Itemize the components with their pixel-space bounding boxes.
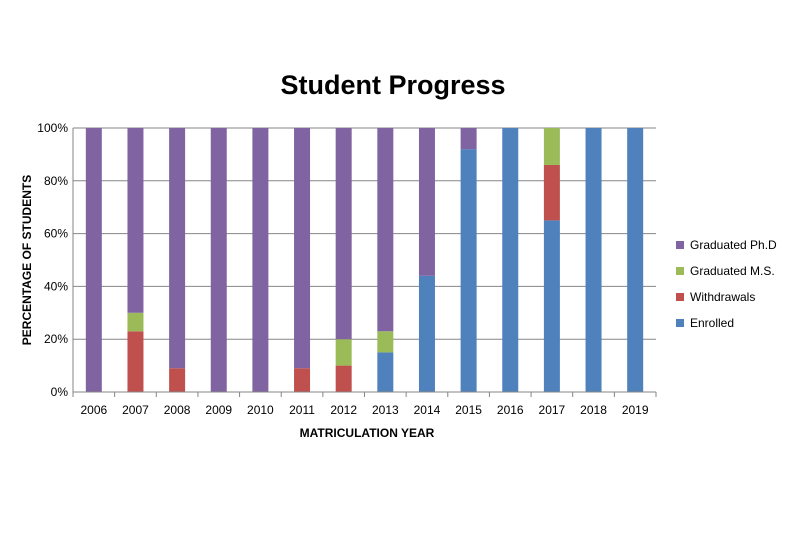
bar-2012-graduated-m-s- xyxy=(335,339,352,366)
x-tick-label: 2006 xyxy=(80,403,107,417)
bar-2006-graduated-ph-d xyxy=(85,128,102,392)
bar-2017-enrolled xyxy=(543,220,560,392)
bar-2013-graduated-m-s- xyxy=(377,331,394,353)
bar-2011-graduated-ph-d xyxy=(294,128,311,369)
y-tick-label: 60% xyxy=(44,227,68,241)
bar-2007-graduated-m-s- xyxy=(127,312,144,332)
x-tick-label: 2008 xyxy=(164,403,191,417)
x-tick-label: 2010 xyxy=(247,403,274,417)
x-tick-labels: 2006 2007 2008 2009 2010 2011 2012 2013 2014 2015… xyxy=(80,403,648,417)
y-tick-label: 40% xyxy=(44,279,68,293)
bar-2014-graduated-ph-d xyxy=(418,128,435,276)
x-tick-label: 2013 xyxy=(372,403,399,417)
bar-2012-withdrawals xyxy=(335,365,352,392)
x-axis-label: MATRICULATION YEAR xyxy=(300,426,435,440)
y-tick-label: 0% xyxy=(51,385,69,399)
legend-swatch xyxy=(676,293,684,301)
x-tick-label: 2017 xyxy=(539,403,566,417)
legend-swatch xyxy=(676,241,684,249)
chart-title: Student Progress xyxy=(280,70,506,100)
bar-2008-withdrawals xyxy=(169,368,186,392)
y-tick-label: 100% xyxy=(37,121,68,135)
y-axis-label: PERCENTAGE OF STUDENTS xyxy=(20,175,34,345)
gridlines xyxy=(73,127,656,340)
y-tick-label: 20% xyxy=(44,332,68,346)
bar-2016-enrolled xyxy=(502,128,519,392)
x-tick-label: 2015 xyxy=(455,403,482,417)
bar-2009-graduated-ph-d xyxy=(210,128,227,392)
legend-label: Graduated Ph.D xyxy=(690,238,777,252)
y-tick-labels: 0% 20% 40% 60% 80% 100% xyxy=(37,121,68,399)
y-tick-label: 80% xyxy=(44,174,68,188)
x-tick-label: 2011 xyxy=(289,403,315,417)
bar-2007-withdrawals xyxy=(127,331,144,392)
bar-2015-enrolled xyxy=(460,149,477,392)
x-tick-label: 2019 xyxy=(622,403,649,417)
x-tick-label: 2012 xyxy=(330,403,357,417)
bar-2017-graduated-m-s- xyxy=(543,128,560,165)
legend-label: Graduated M.S. xyxy=(690,264,775,278)
legend-label: Withdrawals xyxy=(690,290,755,304)
x-tick-label: 2014 xyxy=(414,403,441,417)
bar-2019-enrolled xyxy=(627,128,644,392)
axes xyxy=(72,128,657,397)
bar-2013-enrolled xyxy=(377,352,394,392)
x-tick-label: 2007 xyxy=(122,403,149,417)
bar-2011-withdrawals xyxy=(294,368,311,392)
bar-2015-graduated-ph-d xyxy=(460,128,477,150)
bar-2014-enrolled xyxy=(418,275,435,392)
bar-2008-graduated-ph-d xyxy=(169,128,186,369)
bar-2017-withdrawals xyxy=(543,164,560,221)
x-tick-label: 2009 xyxy=(205,403,232,417)
bars xyxy=(85,128,644,392)
legend: Graduated Ph.D Graduated M.S. Withdrawals E… xyxy=(676,238,777,330)
bar-2012-graduated-ph-d xyxy=(335,128,352,340)
bar-2018-enrolled xyxy=(585,128,602,392)
x-tick-label: 2018 xyxy=(580,403,607,417)
legend-swatch xyxy=(676,319,684,327)
legend-swatch xyxy=(676,267,684,275)
x-tick-label: 2016 xyxy=(497,403,524,417)
bar-2007-graduated-ph-d xyxy=(127,128,144,313)
bar-2010-graduated-ph-d xyxy=(252,128,269,392)
legend-label: Enrolled xyxy=(690,316,734,330)
bar-2013-graduated-ph-d xyxy=(377,128,394,332)
